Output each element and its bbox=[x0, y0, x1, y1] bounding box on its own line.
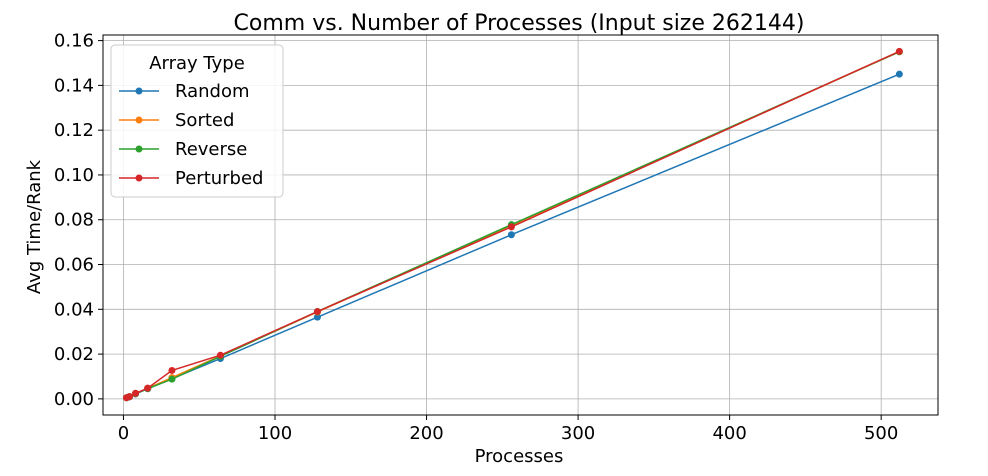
x-axis: 0 100 200 300 400 500 bbox=[118, 415, 898, 444]
legend: Array Type Random Sorted Reverse Perturbed bbox=[110, 44, 284, 198]
x-tick-label: 500 bbox=[864, 423, 898, 444]
legend-item-reverse: Reverse bbox=[119, 139, 247, 160]
x-tick-label: 100 bbox=[258, 423, 292, 444]
legend-marker-perturbed bbox=[135, 174, 143, 182]
y-axis-label: Avg Time/Rank bbox=[24, 159, 45, 294]
series-perturbed bbox=[122, 47, 903, 402]
legend-marker-random bbox=[135, 87, 143, 95]
data-point-perturbed bbox=[313, 308, 321, 316]
y-tick-label: 0.16 bbox=[54, 31, 94, 52]
y-tick-label: 0.06 bbox=[54, 255, 94, 276]
data-point-random bbox=[507, 231, 515, 239]
legend-marker-sorted bbox=[135, 116, 143, 124]
y-tick-label: 0.14 bbox=[54, 75, 94, 96]
x-axis-label: Processes bbox=[475, 446, 564, 467]
y-tick-label: 0.00 bbox=[54, 389, 94, 410]
data-point-perturbed bbox=[507, 223, 515, 231]
series-group bbox=[122, 47, 903, 402]
x-tick-label: 400 bbox=[712, 423, 746, 444]
data-point-perturbed bbox=[216, 351, 224, 359]
x-tick-label: 200 bbox=[409, 423, 443, 444]
y-tick-label: 0.08 bbox=[54, 210, 94, 231]
legend-label-perturbed: Perturbed bbox=[175, 168, 263, 189]
y-tick-label: 0.04 bbox=[54, 299, 94, 320]
plot-frame bbox=[102, 34, 939, 416]
legend-box bbox=[110, 44, 284, 198]
data-point-perturbed bbox=[168, 366, 176, 374]
legend-items: Random Sorted Reverse Perturbed bbox=[119, 81, 263, 189]
chart-title: Comm vs. Number of Processes (Input size… bbox=[234, 11, 805, 36]
legend-title: Array Type bbox=[149, 53, 245, 74]
y-tick-label: 0.02 bbox=[54, 344, 94, 365]
data-point-perturbed bbox=[126, 393, 134, 401]
y-tick-label: 0.10 bbox=[54, 165, 94, 186]
y-axis: 0.00 0.02 0.04 0.06 0.08 0.10 0.12 0.14 0.16 bbox=[54, 31, 103, 410]
legend-label-random: Random bbox=[175, 81, 250, 102]
data-point-perturbed bbox=[132, 389, 140, 397]
data-point-reverse bbox=[168, 375, 176, 383]
x-tick-label: 0 bbox=[118, 423, 129, 444]
legend-item-perturbed: Perturbed bbox=[119, 168, 263, 189]
legend-label-reverse: Reverse bbox=[175, 139, 247, 160]
data-point-random bbox=[313, 313, 321, 321]
x-tick-label: 300 bbox=[561, 423, 595, 444]
legend-marker-reverse bbox=[135, 145, 143, 153]
legend-item-sorted: Sorted bbox=[119, 110, 234, 131]
legend-item-random: Random bbox=[119, 81, 250, 102]
data-point-perturbed bbox=[144, 384, 152, 392]
legend-label-sorted: Sorted bbox=[175, 110, 234, 131]
data-point-random bbox=[895, 70, 903, 78]
y-tick-label: 0.12 bbox=[54, 120, 94, 141]
data-point-perturbed bbox=[895, 47, 903, 55]
